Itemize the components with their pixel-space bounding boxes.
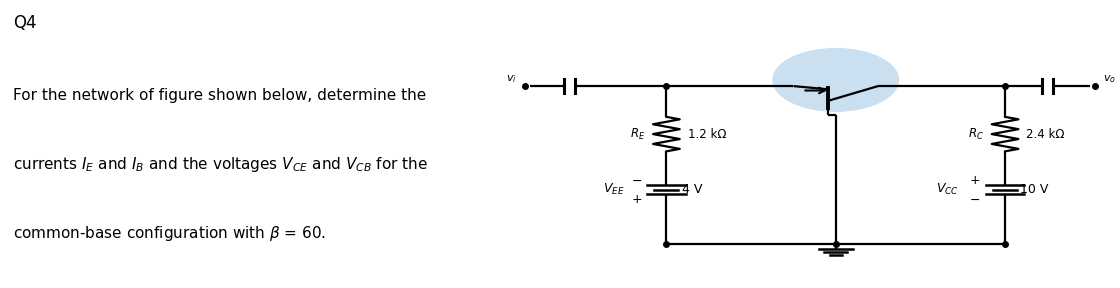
- Text: currents $I_E$ and $I_B$ and the voltages $V_{CE}$ and $V_{CB}$ for the: currents $I_E$ and $I_B$ and the voltage…: [13, 156, 428, 174]
- Text: $V_{CC}$: $V_{CC}$: [935, 182, 959, 197]
- Text: common-base configuration with $\beta$ = 60.: common-base configuration with $\beta$ =…: [13, 224, 326, 243]
- Text: 4 V: 4 V: [681, 183, 702, 196]
- Text: $R_E$: $R_E$: [629, 126, 645, 142]
- Text: $+$: $+$: [969, 174, 980, 187]
- Text: $-$: $-$: [969, 193, 980, 206]
- Ellipse shape: [773, 48, 899, 112]
- Text: $R_C$: $R_C$: [968, 126, 984, 142]
- Text: $+$: $+$: [631, 193, 642, 206]
- Text: $-$: $-$: [631, 174, 642, 187]
- Text: $v_i$: $v_i$: [506, 73, 517, 85]
- Text: 1.2 kΩ: 1.2 kΩ: [688, 128, 726, 141]
- Text: 2.4 kΩ: 2.4 kΩ: [1026, 128, 1065, 141]
- Text: For the network of figure shown below, determine the: For the network of figure shown below, d…: [13, 88, 426, 103]
- Text: 10 V: 10 V: [1020, 183, 1048, 196]
- Text: $v_o$: $v_o$: [1103, 73, 1116, 85]
- Text: Q4: Q4: [13, 14, 37, 32]
- Text: $V_{EE}$: $V_{EE}$: [603, 182, 625, 197]
